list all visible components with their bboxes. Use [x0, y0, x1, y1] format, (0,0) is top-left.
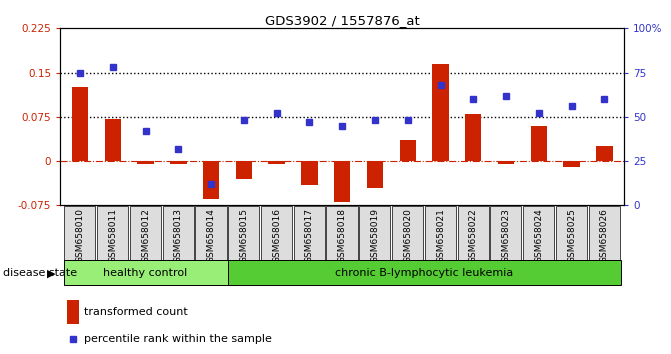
- Text: healthy control: healthy control: [103, 268, 188, 278]
- Bar: [399, 141, 416, 161]
- Text: GSM658012: GSM658012: [141, 208, 150, 263]
- Bar: [138, 161, 154, 164]
- FancyBboxPatch shape: [294, 206, 325, 259]
- FancyBboxPatch shape: [359, 206, 391, 259]
- Text: GSM658019: GSM658019: [370, 208, 380, 263]
- Bar: [67, 300, 79, 324]
- Text: ▶: ▶: [46, 268, 55, 278]
- Text: GSM658014: GSM658014: [207, 208, 215, 263]
- Bar: [268, 161, 285, 164]
- FancyBboxPatch shape: [227, 260, 621, 285]
- Bar: [301, 161, 317, 185]
- Text: GSM658018: GSM658018: [338, 208, 347, 263]
- Text: GSM658010: GSM658010: [76, 208, 85, 263]
- Bar: [236, 161, 252, 179]
- Text: GSM658021: GSM658021: [436, 208, 445, 263]
- Text: GSM658011: GSM658011: [108, 208, 117, 263]
- Text: GSM658020: GSM658020: [403, 208, 412, 263]
- Text: transformed count: transformed count: [84, 307, 188, 317]
- Bar: [170, 161, 187, 164]
- FancyBboxPatch shape: [130, 206, 161, 259]
- FancyBboxPatch shape: [556, 206, 587, 259]
- Bar: [531, 126, 547, 161]
- Text: GSM658017: GSM658017: [305, 208, 314, 263]
- Bar: [432, 64, 449, 161]
- FancyBboxPatch shape: [195, 206, 227, 259]
- Bar: [72, 87, 89, 161]
- Text: GSM658013: GSM658013: [174, 208, 183, 263]
- Bar: [465, 114, 482, 161]
- Text: GSM658024: GSM658024: [534, 208, 544, 263]
- Bar: [334, 161, 350, 202]
- FancyBboxPatch shape: [588, 206, 620, 259]
- FancyBboxPatch shape: [458, 206, 488, 259]
- FancyBboxPatch shape: [64, 260, 227, 285]
- Bar: [105, 119, 121, 161]
- Text: GSM658023: GSM658023: [501, 208, 511, 263]
- FancyBboxPatch shape: [392, 206, 423, 259]
- Bar: [498, 161, 514, 164]
- FancyBboxPatch shape: [523, 206, 554, 259]
- Bar: [203, 161, 219, 199]
- FancyBboxPatch shape: [97, 206, 128, 259]
- Text: GSM658026: GSM658026: [600, 208, 609, 263]
- Bar: [564, 161, 580, 167]
- Text: percentile rank within the sample: percentile rank within the sample: [84, 334, 272, 344]
- Text: chronic B-lymphocytic leukemia: chronic B-lymphocytic leukemia: [335, 268, 513, 278]
- Text: GSM658015: GSM658015: [240, 208, 248, 263]
- Bar: [596, 146, 613, 161]
- FancyBboxPatch shape: [64, 206, 95, 259]
- FancyBboxPatch shape: [491, 206, 521, 259]
- FancyBboxPatch shape: [228, 206, 259, 259]
- Text: GSM658016: GSM658016: [272, 208, 281, 263]
- Text: disease state: disease state: [3, 268, 77, 278]
- FancyBboxPatch shape: [425, 206, 456, 259]
- Bar: [367, 161, 383, 188]
- FancyBboxPatch shape: [162, 206, 194, 259]
- FancyBboxPatch shape: [327, 206, 358, 259]
- FancyBboxPatch shape: [261, 206, 292, 259]
- Text: GSM658022: GSM658022: [469, 208, 478, 263]
- Text: GSM658025: GSM658025: [567, 208, 576, 263]
- Title: GDS3902 / 1557876_at: GDS3902 / 1557876_at: [265, 14, 419, 27]
